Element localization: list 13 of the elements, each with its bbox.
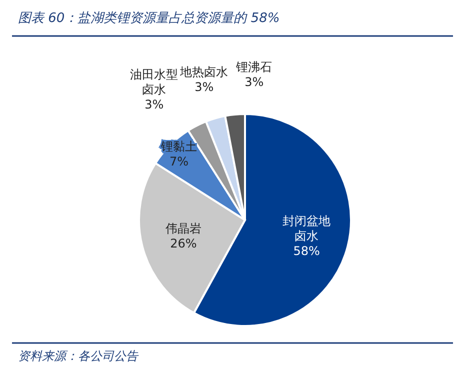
slice-label: 油田水型卤水 — [130, 68, 178, 97]
data-label: 3% — [194, 80, 214, 94]
chart-title: 图表 60：盐湖类锂资源量占总资源量的 58% — [18, 11, 280, 26]
slice-label: 伟晶岩 — [165, 221, 202, 236]
data-label: 3% — [144, 98, 164, 112]
slice-label: 锂沸石 — [235, 60, 272, 74]
slice-label: 封闭盆地卤水 — [282, 214, 331, 243]
data-label: 58% — [293, 244, 320, 258]
data-label: 7% — [170, 154, 189, 169]
data-label: 26% — [170, 236, 197, 250]
text: 资料来源：各公司公告 — [18, 349, 139, 363]
slice-label: 地热卤水 — [179, 65, 228, 80]
data-label: 3% — [244, 74, 264, 89]
